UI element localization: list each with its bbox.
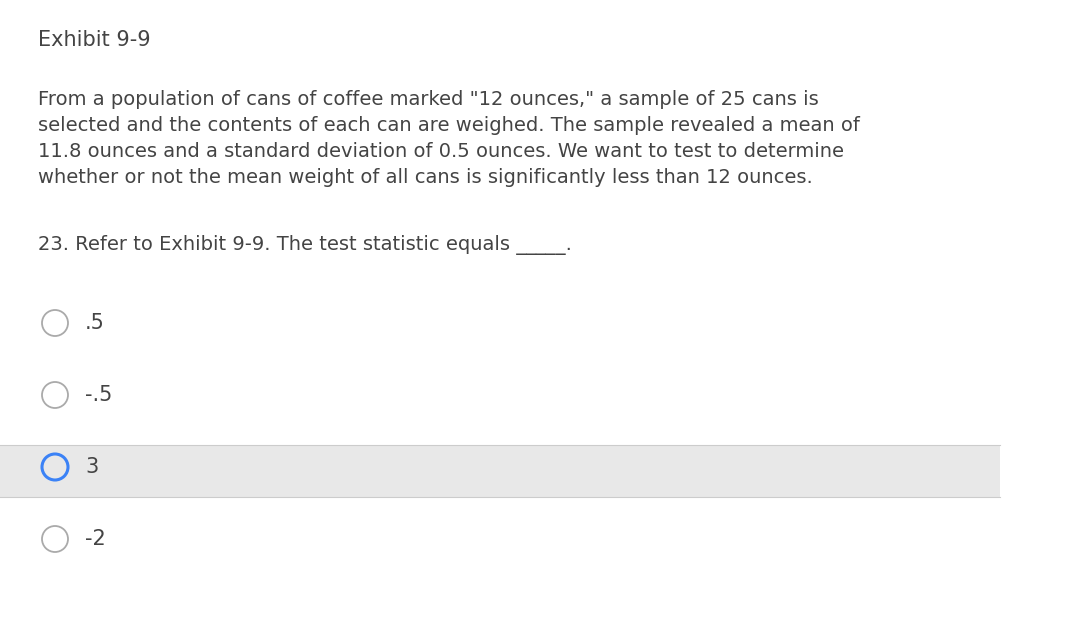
- Text: -.5: -.5: [85, 385, 113, 405]
- FancyBboxPatch shape: [0, 445, 1000, 497]
- Text: 11.8 ounces and a standard deviation of 0.5 ounces. We want to test to determine: 11.8 ounces and a standard deviation of …: [38, 142, 844, 161]
- Text: 23. Refer to Exhibit 9-9. The test statistic equals _____.: 23. Refer to Exhibit 9-9. The test stati…: [38, 235, 571, 255]
- Text: whether or not the mean weight of all cans is significantly less than 12 ounces.: whether or not the mean weight of all ca…: [38, 168, 813, 187]
- Text: -2: -2: [85, 529, 105, 549]
- Text: Exhibit 9-9: Exhibit 9-9: [38, 30, 150, 50]
- Text: From a population of cans of coffee marked "12 ounces," a sample of 25 cans is: From a population of cans of coffee mark…: [38, 90, 818, 109]
- Text: 3: 3: [85, 457, 98, 477]
- Text: selected and the contents of each can are weighed. The sample revealed a mean of: selected and the contents of each can ar…: [38, 116, 860, 135]
- Text: .5: .5: [85, 313, 105, 333]
